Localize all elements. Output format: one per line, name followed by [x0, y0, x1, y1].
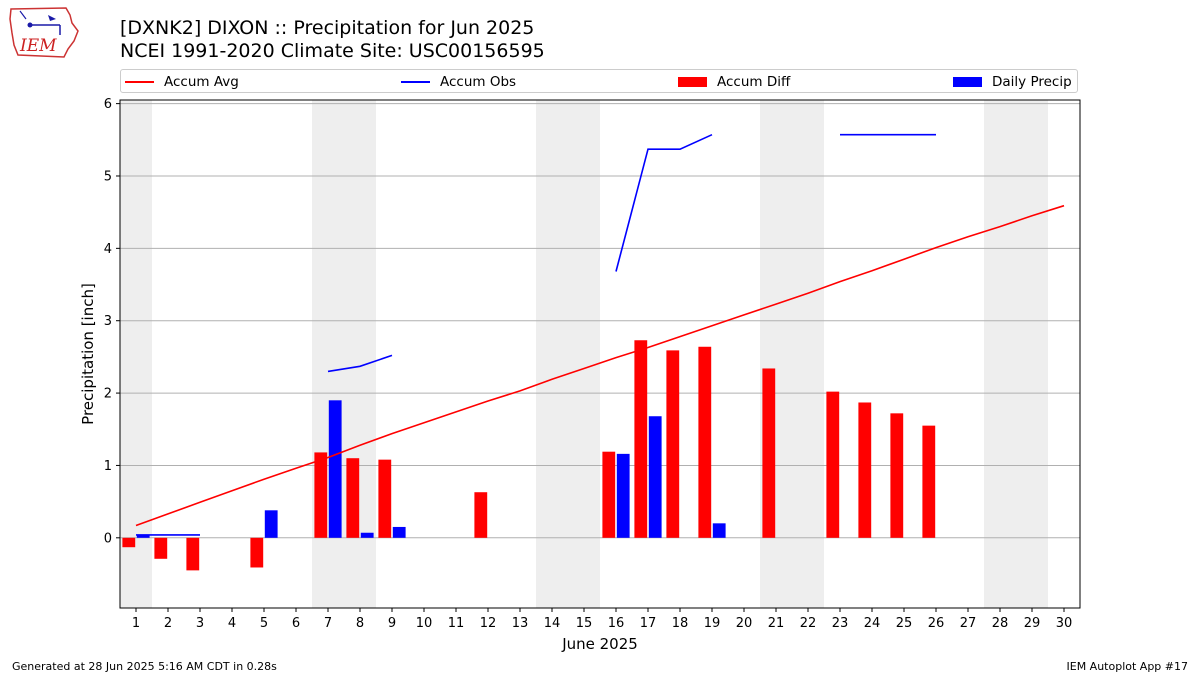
x-tick-label: 17 — [640, 616, 657, 631]
weekend-shade — [120, 100, 152, 608]
x-tick-label: 23 — [832, 616, 849, 631]
footer-app: IEM Autoplot App #17 — [1066, 660, 1189, 673]
footer-generated: Generated at 28 Jun 2025 5:16 AM CDT in … — [12, 660, 277, 673]
legend-item-accum-obs: Accum Obs — [401, 73, 516, 91]
bar-accum-diff — [698, 346, 712, 538]
x-tick-label: 2 — [164, 616, 172, 631]
x-tick-label: 3 — [196, 616, 204, 631]
chart-legend: Accum Avg Accum Obs Accum Diff Daily Pre… — [120, 69, 1078, 93]
legend-swatch — [953, 77, 982, 87]
bar-accum-diff — [602, 451, 616, 538]
bar-accum-diff — [154, 537, 168, 559]
bar-accum-diff — [122, 537, 136, 548]
x-tick-label: 30 — [1056, 616, 1073, 631]
x-tick-label: 8 — [356, 616, 364, 631]
iem-logo: IEM — [9, 7, 79, 58]
y-tick-label: 2 — [104, 387, 112, 402]
x-tick-label: 5 — [260, 616, 268, 631]
bar-accum-diff — [346, 458, 360, 538]
x-tick-label: 4 — [228, 616, 236, 631]
bar-accum-diff — [762, 368, 776, 538]
y-tick-label: 0 — [104, 531, 112, 546]
plot-frame — [119, 99, 1081, 609]
x-tick-label: 15 — [576, 616, 593, 631]
x-axis-label: June 2025 — [561, 635, 638, 653]
y-tick-label: 3 — [104, 314, 112, 329]
x-tick-label: 16 — [608, 616, 625, 631]
x-tick-label: 11 — [448, 616, 465, 631]
x-tick-label: 18 — [672, 616, 689, 631]
y-tick-label: 6 — [104, 97, 112, 112]
y-tick-label: 1 — [104, 459, 112, 474]
chart-subtitle: NCEI 1991-2020 Climate Site: USC00156595 — [120, 40, 545, 62]
bar-daily-precip — [136, 534, 150, 538]
x-tick-label: 1 — [132, 616, 140, 631]
bar-accum-diff — [858, 402, 872, 538]
legend-label: Accum Avg — [164, 74, 239, 90]
weekend-shade — [536, 100, 600, 608]
x-tick-label: 28 — [992, 616, 1009, 631]
x-tick-label: 24 — [864, 616, 881, 631]
bar-accum-diff — [250, 537, 264, 568]
bar-accum-diff — [826, 391, 840, 538]
bar-accum-diff — [186, 537, 200, 571]
y-tick-label: 5 — [104, 169, 112, 184]
legend-label: Accum Obs — [440, 74, 517, 90]
x-tick-label: 19 — [704, 616, 721, 631]
legend-item-accum-avg: Accum Avg — [125, 73, 239, 91]
line-accum-obs — [327, 354, 393, 373]
legend-swatch — [401, 81, 430, 83]
x-tick-label: 14 — [544, 616, 561, 631]
bar-accum-diff — [890, 413, 904, 538]
x-tick-label: 20 — [736, 616, 753, 631]
x-tick-label: 21 — [768, 616, 785, 631]
line-accum-avg — [135, 204, 1065, 527]
bar-accum-diff — [378, 459, 392, 538]
x-tick-label: 22 — [800, 616, 817, 631]
legend-swatch — [678, 77, 707, 87]
y-tick-label: 4 — [104, 242, 112, 257]
legend-item-accum-diff: Accum Diff — [678, 73, 790, 91]
bar-accum-diff — [314, 452, 328, 538]
bar-daily-precip — [328, 400, 342, 538]
bar-daily-precip — [616, 453, 630, 538]
line-accum-obs — [615, 133, 713, 272]
bar-daily-precip — [392, 526, 406, 538]
x-tick-label: 25 — [896, 616, 913, 631]
x-tick-label: 7 — [324, 616, 332, 631]
bar-daily-precip — [264, 510, 278, 538]
bar-accum-diff — [634, 340, 648, 538]
bar-daily-precip — [712, 523, 726, 538]
x-tick-label: 27 — [960, 616, 977, 631]
bar-accum-diff — [922, 425, 936, 538]
legend-label: Daily Precip — [992, 74, 1072, 90]
y-axis-label: Precipitation [inch] — [79, 283, 97, 425]
x-tick-label: 29 — [1024, 616, 1041, 631]
x-tick-label: 13 — [512, 616, 529, 631]
weekend-shade — [984, 100, 1048, 608]
x-tick-label: 12 — [480, 616, 497, 631]
legend-swatch — [125, 81, 154, 83]
x-tick-label: 6 — [292, 616, 300, 631]
logo-text: IEM — [19, 36, 57, 56]
bar-daily-precip — [648, 416, 662, 538]
legend-label: Accum Diff — [717, 74, 791, 90]
bar-accum-diff — [666, 350, 680, 538]
legend-item-daily-precip: Daily Precip — [953, 73, 1072, 91]
bar-accum-diff — [474, 492, 488, 538]
x-tick-label: 26 — [928, 616, 945, 631]
x-tick-label: 9 — [388, 616, 396, 631]
x-tick-label: 10 — [416, 616, 433, 631]
chart-title: [DXNK2] DIXON :: Precipitation for Jun 2… — [120, 17, 535, 39]
bar-daily-precip — [360, 532, 374, 538]
